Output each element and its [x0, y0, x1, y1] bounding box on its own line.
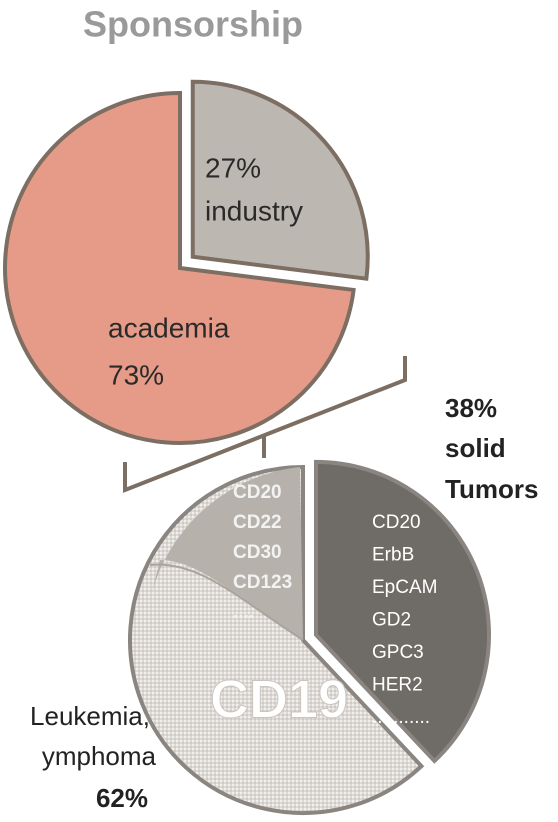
target-label: ...........: [372, 707, 430, 728]
chart-title: Sponsorship: [83, 4, 303, 45]
value-label: 38%: [445, 393, 497, 423]
region-divider: [149, 563, 304, 641]
target-label: ....: [233, 602, 254, 623]
target-label: HER2: [372, 675, 423, 696]
target-label: CD20: [233, 482, 282, 503]
main-target: CD19: [210, 669, 348, 729]
target-label: EpCAM: [372, 577, 437, 598]
slice-label: solid: [445, 433, 506, 463]
slice-label: Leukemia,: [30, 701, 150, 731]
slice-label: academia: [108, 312, 230, 343]
target-label: CD123: [233, 572, 292, 593]
slice-label: industry: [205, 195, 303, 226]
pie-slice: [3, 90, 356, 445]
targets: CD20 ErbB EpCAM GD2 GPC3 HER2........... CD20 C…: [233, 482, 437, 728]
slice-label: ymphoma: [42, 741, 157, 771]
slice-label: Tumors: [445, 474, 538, 504]
pies: [3, 79, 492, 815]
pie-slice: [190, 79, 370, 281]
bracket: [123, 356, 407, 493]
target-label: CD22: [233, 512, 282, 533]
target-label: CD20: [372, 512, 421, 533]
target-label: ErbB: [372, 545, 414, 566]
other-targets-region: [150, 467, 303, 640]
value-label: 73%: [108, 359, 164, 390]
target-label: GPC3: [372, 642, 424, 663]
pie-slice: [314, 459, 492, 764]
target-label: CD30: [233, 542, 282, 563]
target-label: GD2: [372, 610, 411, 631]
value-label: 27%: [205, 152, 261, 183]
value-label: 62%: [96, 783, 148, 813]
